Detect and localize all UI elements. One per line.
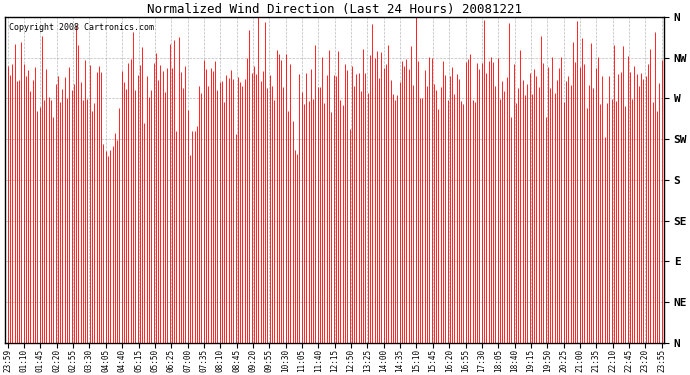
Title: Normalized Wind Direction (Last 24 Hours) 20081221: Normalized Wind Direction (Last 24 Hours…: [147, 3, 522, 16]
Text: Copyright 2008 Cartronics.com: Copyright 2008 Cartronics.com: [9, 24, 154, 33]
